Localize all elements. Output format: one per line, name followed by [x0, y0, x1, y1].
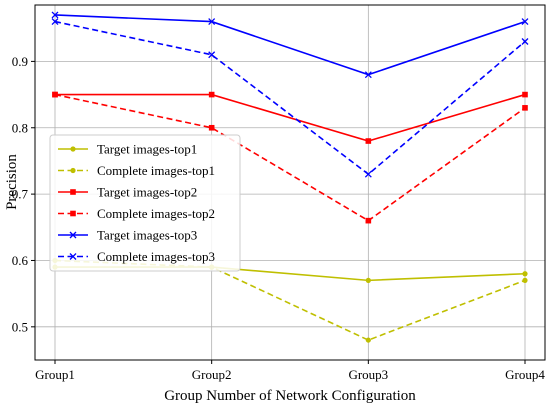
data-point — [365, 138, 372, 144]
data-point — [365, 277, 371, 283]
legend-item: Target images-top3 — [58, 228, 197, 243]
data-point — [51, 11, 59, 19]
series-line — [54, 259, 526, 341]
y-tick-label: 0.7 — [12, 187, 29, 202]
x-tick-label: Group4 — [505, 367, 545, 382]
data-point — [521, 18, 529, 26]
legend-box — [49, 134, 241, 272]
data-point — [208, 91, 215, 98]
legend-item: Complete images-top2 — [58, 206, 215, 221]
series-line — [54, 20, 526, 176]
data-point — [365, 337, 371, 343]
legend-label: Complete images-top3 — [97, 249, 215, 264]
x-axis-title: Group Number of Network Configuration — [164, 388, 416, 404]
data-point — [208, 124, 215, 131]
series-line — [54, 14, 526, 76]
legend: Target images-top1 Complete images-top1 Ta… — [49, 134, 241, 272]
legend-marker — [70, 146, 76, 152]
y-tick-label: 0.6 — [12, 253, 29, 268]
y-tick-label: 0.8 — [12, 120, 28, 135]
data-point — [365, 217, 372, 224]
legend-label: Target images-top3 — [97, 228, 197, 243]
y-tick-label: 0.9 — [12, 54, 28, 69]
legend-item: Complete images-top1 — [58, 163, 215, 178]
legend-item: Target images-top1 — [58, 142, 197, 157]
data-point — [52, 91, 58, 98]
plot-frame — [34, 4, 546, 361]
series-5 — [51, 11, 529, 79]
legend-label: Target images-top1 — [97, 142, 197, 157]
data-point — [522, 91, 528, 98]
data-point — [208, 51, 216, 59]
axis-ticks: Group1 Group2 Group3 Group4 0.5 0.6 0.7 0.8 0.9 — [12, 54, 546, 382]
legend-marker — [70, 167, 76, 174]
x-tick-label: Group1 — [35, 367, 75, 382]
y-axis-title: Precision — [4, 154, 20, 210]
legend-marker — [70, 210, 76, 217]
legend-label: Complete images-top1 — [97, 163, 215, 178]
x-tick-label: Group3 — [348, 367, 388, 382]
legend-marker — [70, 189, 76, 195]
x-tick-label: Group2 — [192, 367, 232, 382]
data-point — [51, 18, 59, 26]
legend-item: Target images-top2 — [58, 185, 197, 200]
y-tick-label: 0.5 — [12, 319, 28, 334]
legend-label: Target images-top2 — [97, 185, 197, 200]
data-point — [521, 38, 529, 45]
data-point — [522, 271, 528, 277]
series-line — [55, 93, 526, 142]
data-point — [208, 18, 216, 26]
data-point — [522, 277, 528, 283]
legend-item: Complete images-top3 — [58, 249, 215, 264]
data-point — [364, 71, 372, 79]
series-6 — [51, 18, 529, 178]
legend-marker — [69, 253, 77, 260]
data-point — [364, 170, 372, 178]
legend-label: Complete images-top2 — [97, 206, 215, 221]
series-4 — [52, 91, 528, 224]
series-line — [54, 93, 526, 222]
legend-marker — [69, 231, 77, 239]
data-point — [522, 105, 528, 111]
